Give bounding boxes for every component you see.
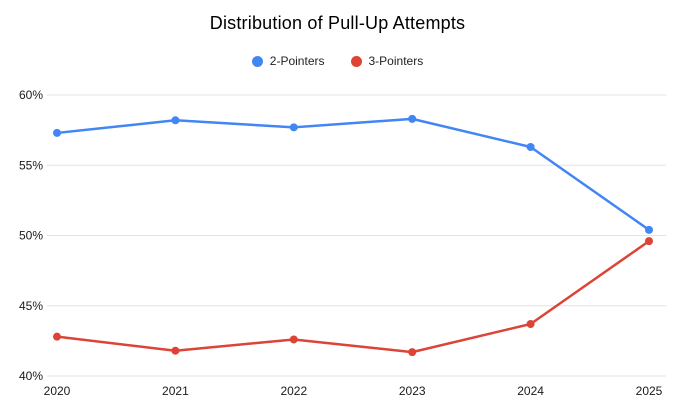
series-line-2-pointers [55,117,651,232]
data-point-2-pointers-2020 [53,128,61,137]
data-point-2-pointers-2022 [289,123,298,132]
legend-swatch-3-pointers-icon [350,55,362,67]
data-point-3-pointers-2023 [408,348,417,357]
y-axis-tick-label: 40% [19,369,43,383]
data-point-2-pointers-2024 [526,142,535,151]
x-axis-tick-label: 2025 [636,384,663,398]
legend-item-3-pointers: 3-Pointers [350,54,424,68]
x-axis-tick-label: 2024 [517,384,544,398]
data-point-3-pointers-2022 [289,335,298,344]
x-axis-tick-label: 2021 [162,384,189,398]
y-axis-tick-label: 50% [19,229,43,243]
data-point-3-pointers-2021 [171,346,180,355]
x-axis-tick-label: 2022 [280,384,307,398]
data-point-2-pointers-2023 [408,114,417,123]
data-point-3-pointers-2020 [53,332,61,341]
data-point-2-pointers-2025 [645,225,653,234]
legend-label-3-pointers: 3-Pointers [368,54,424,68]
data-point-3-pointers-2024 [526,320,535,329]
y-axis-tick-label: 55% [19,158,43,172]
data-point-2-pointers-2021 [171,116,180,125]
chart-title: Distribution of Pull-Up Attempts [209,13,466,33]
x-axis-tick-label: 2020 [44,384,71,398]
data-point-3-pointers-2025 [645,237,653,246]
y-axis-tick-label: 60% [19,88,43,102]
chart-legend: 2-Pointers 3-Pointers [0,54,675,68]
y-axis-tick-label: 45% [19,299,43,313]
legend-swatch-2-pointers-icon [251,55,263,67]
x-axis-tick-label: 2023 [399,384,426,398]
series-line-3-pointers [55,239,651,354]
legend-item-2-pointers: 2-Pointers [251,54,325,68]
legend-label-2-pointers: 2-Pointers [269,54,325,68]
